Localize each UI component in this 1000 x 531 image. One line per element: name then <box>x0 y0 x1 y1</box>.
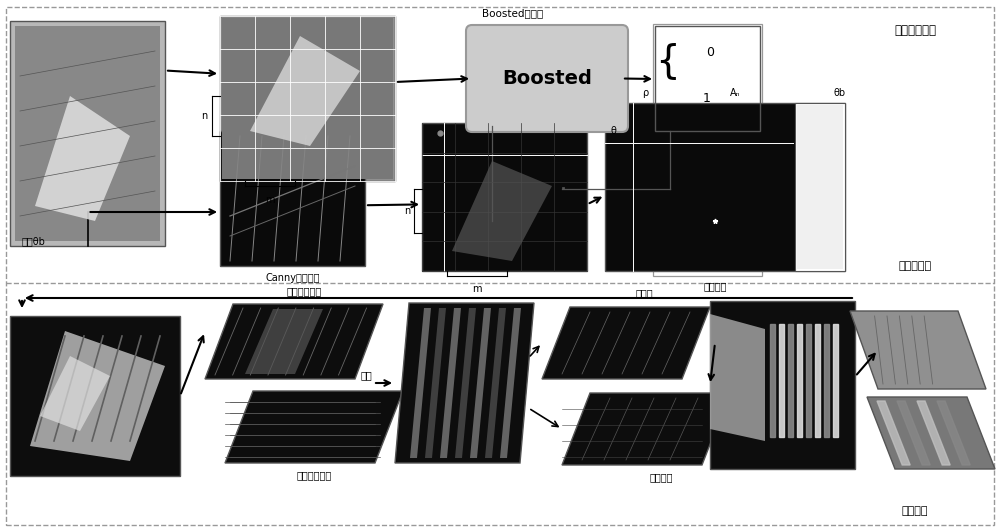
Text: 0: 0 <box>706 47 714 59</box>
Polygon shape <box>779 324 784 437</box>
Polygon shape <box>225 391 403 463</box>
Polygon shape <box>425 308 446 458</box>
Polygon shape <box>40 356 110 431</box>
Polygon shape <box>485 308 506 458</box>
Text: m: m <box>472 284 482 294</box>
Polygon shape <box>833 324 838 437</box>
Text: Boosted分类器: Boosted分类器 <box>482 8 543 18</box>
Polygon shape <box>500 308 521 458</box>
FancyBboxPatch shape <box>220 16 395 181</box>
Polygon shape <box>470 308 491 458</box>
Polygon shape <box>245 309 323 374</box>
Polygon shape <box>937 401 970 465</box>
Text: n: n <box>201 111 207 121</box>
Text: {: { <box>655 42 679 80</box>
Polygon shape <box>205 304 383 379</box>
Polygon shape <box>710 314 765 441</box>
Text: 旋转θb: 旋转θb <box>22 236 46 246</box>
Polygon shape <box>395 303 534 463</box>
Text: 条码定位: 条码定位 <box>902 506 928 516</box>
Polygon shape <box>877 401 910 465</box>
Text: 水平方向梯度: 水平方向梯度 <box>296 470 332 480</box>
Text: Canny边缘检测: Canny边缘检测 <box>265 273 320 283</box>
FancyBboxPatch shape <box>10 21 165 246</box>
Polygon shape <box>30 331 165 461</box>
Polygon shape <box>788 324 793 437</box>
FancyBboxPatch shape <box>605 103 845 271</box>
Polygon shape <box>250 36 360 146</box>
Polygon shape <box>917 401 950 465</box>
FancyBboxPatch shape <box>10 316 180 476</box>
Polygon shape <box>440 308 461 458</box>
FancyBboxPatch shape <box>222 18 393 179</box>
Polygon shape <box>867 397 995 469</box>
Polygon shape <box>770 324 775 437</box>
Polygon shape <box>455 308 476 458</box>
Text: 目标包围盒: 目标包围盒 <box>898 261 932 271</box>
Text: 霍夫变换: 霍夫变换 <box>703 281 727 291</box>
Polygon shape <box>897 401 930 465</box>
Text: 竖直方向梯度: 竖直方向梯度 <box>286 286 322 296</box>
FancyBboxPatch shape <box>466 25 628 132</box>
Text: n: n <box>404 206 410 216</box>
Text: θ: θ <box>610 126 616 136</box>
Text: 差值: 差值 <box>360 370 372 380</box>
Text: 开运算: 开运算 <box>635 288 653 298</box>
Polygon shape <box>850 311 986 389</box>
Text: Boosted: Boosted <box>502 69 592 88</box>
Text: 条码角度检测: 条码角度检测 <box>894 24 936 38</box>
Polygon shape <box>797 324 802 437</box>
Polygon shape <box>562 393 730 465</box>
Polygon shape <box>542 307 710 379</box>
FancyBboxPatch shape <box>710 301 855 469</box>
FancyBboxPatch shape <box>15 26 160 241</box>
Text: 1: 1 <box>703 92 711 106</box>
Text: 阈值检测: 阈值检测 <box>649 472 673 482</box>
Polygon shape <box>815 324 820 437</box>
Text: Aₙ: Aₙ <box>730 88 740 98</box>
FancyBboxPatch shape <box>422 123 587 271</box>
Text: ρ: ρ <box>642 88 648 98</box>
FancyBboxPatch shape <box>797 105 843 269</box>
Polygon shape <box>410 308 431 458</box>
Text: m: m <box>265 195 275 205</box>
Polygon shape <box>806 324 811 437</box>
Text: θb: θb <box>834 88 846 98</box>
FancyBboxPatch shape <box>562 187 564 189</box>
Polygon shape <box>35 96 130 221</box>
FancyBboxPatch shape <box>220 131 365 266</box>
FancyBboxPatch shape <box>795 103 845 271</box>
Polygon shape <box>452 161 552 261</box>
Polygon shape <box>824 324 829 437</box>
